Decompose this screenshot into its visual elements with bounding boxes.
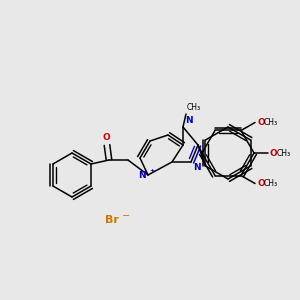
Text: N: N [193,163,201,172]
Text: +: + [149,167,154,172]
Text: −: − [122,211,130,221]
Text: O: O [257,179,265,188]
Text: CH₃: CH₃ [264,118,278,127]
Text: CH₃: CH₃ [187,103,201,112]
Text: CH₃: CH₃ [277,148,291,158]
Text: Br: Br [105,215,119,225]
Text: N: N [138,170,146,179]
Text: O: O [102,133,110,142]
Text: N: N [185,116,193,125]
Text: O: O [270,148,278,158]
Text: O: O [257,118,265,127]
Text: CH₃: CH₃ [264,179,278,188]
